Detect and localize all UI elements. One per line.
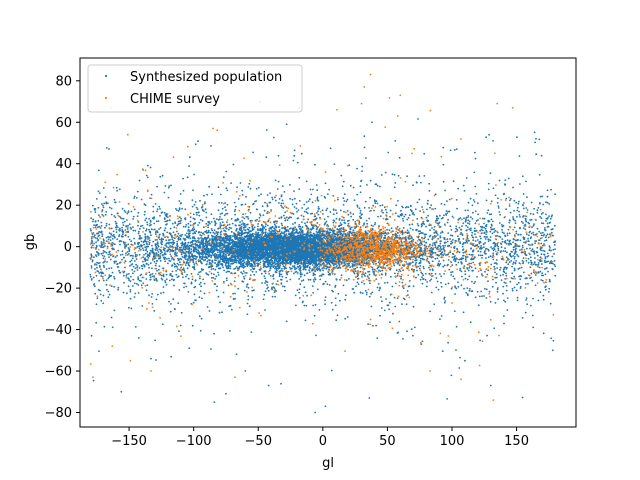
- data-point: [181, 256, 184, 258]
- data-point: [207, 247, 210, 250]
- data-point: [242, 275, 245, 278]
- data-point: [419, 265, 422, 267]
- data-point: [268, 228, 271, 230]
- data-point: [233, 261, 236, 264]
- data-point: [288, 266, 291, 269]
- data-point: [280, 231, 283, 234]
- data-point: [213, 229, 216, 232]
- data-point: [170, 255, 173, 258]
- data-point: [148, 239, 151, 242]
- data-point: [322, 269, 324, 272]
- data-point: [231, 222, 234, 225]
- series-0-points: [89, 100, 557, 414]
- data-point: [116, 238, 119, 241]
- data-point: [286, 226, 289, 228]
- data-point: [255, 271, 258, 273]
- data-point: [299, 275, 302, 278]
- data-point: [459, 241, 461, 244]
- data-point: [259, 261, 262, 264]
- data-point: [408, 241, 411, 244]
- data-point: [332, 264, 335, 267]
- data-point: [207, 234, 210, 237]
- data-point: [353, 261, 355, 263]
- data-point: [281, 224, 284, 227]
- data-point: [140, 240, 143, 243]
- data-point: [393, 264, 396, 267]
- data-point: [189, 237, 192, 240]
- data-point: [193, 263, 196, 265]
- data-point: [190, 248, 193, 251]
- data-point: [295, 267, 298, 270]
- data-point: [198, 253, 201, 256]
- data-point: [149, 262, 152, 265]
- points-layer: [89, 73, 557, 414]
- data-point: [209, 231, 212, 234]
- data-point: [242, 266, 245, 269]
- data-point: [209, 238, 211, 241]
- data-point: [164, 260, 167, 263]
- data-point: [480, 245, 482, 247]
- data-point: [231, 235, 234, 238]
- data-point: [204, 249, 207, 252]
- data-point: [266, 224, 269, 227]
- data-point: [184, 234, 187, 236]
- data-point: [217, 251, 219, 254]
- data-point: [168, 257, 170, 260]
- data-point: [159, 252, 162, 255]
- data-point: [212, 267, 215, 270]
